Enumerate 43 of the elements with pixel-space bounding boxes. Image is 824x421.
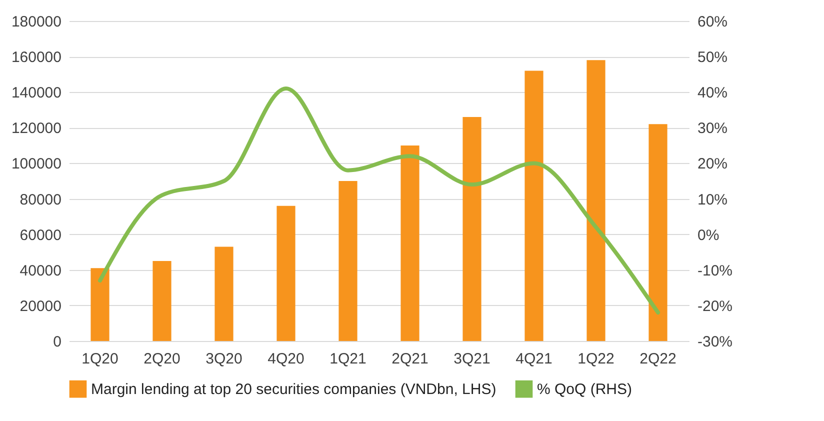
bar	[152, 261, 172, 341]
y2-tick-label: 40%	[698, 84, 728, 102]
x-tick-label: 4Q20	[268, 350, 304, 368]
x-tick-label: 1Q21	[330, 350, 366, 368]
line-series	[98, 86, 660, 315]
y2-tick-label: 10%	[698, 191, 728, 208]
y-tick-label: 40000	[20, 262, 62, 280]
legend-label: % QoQ (RHS)	[537, 381, 632, 398]
y2-tick-label: 50%	[698, 49, 728, 66]
y-tick-label: 0	[53, 334, 62, 350]
x-tick-label: 4Q21	[516, 350, 552, 368]
x-tick-label: 2Q20	[144, 350, 180, 368]
y-tick-label: 120000	[11, 120, 62, 138]
y2-tick-label: 30%	[698, 120, 728, 138]
y-tick-label: 180000	[11, 14, 62, 30]
y2-tick-label: 60%	[698, 14, 728, 30]
bar	[214, 246, 234, 341]
bar	[524, 70, 544, 341]
bar	[648, 124, 668, 341]
y-tick-label: 100000	[11, 156, 62, 173]
y2-tick-label: 0%	[698, 226, 720, 244]
y-tick-label: 140000	[11, 84, 62, 102]
x-tick-label: 2Q22	[640, 350, 676, 368]
bar	[586, 60, 606, 341]
bar	[90, 268, 110, 341]
x-tick-label: 3Q20	[206, 350, 242, 368]
x-tick-label: 1Q20	[82, 350, 118, 368]
y2-tick-label: -20%	[698, 298, 733, 315]
y-tick-label: 60000	[20, 226, 62, 244]
x-tick-label: 2Q21	[392, 350, 428, 368]
x-tick-label: 3Q21	[454, 350, 490, 368]
x-tick-label: 1Q22	[578, 350, 614, 368]
y-tick-label: 20000	[20, 298, 62, 315]
y2-tick-label: -30%	[698, 334, 733, 350]
bar	[338, 181, 358, 341]
legend-label: Margin lending at top 20 securities companies (VNDbn, LHS)	[91, 381, 496, 398]
y2-tick-label: 20%	[698, 156, 728, 173]
bar	[400, 145, 420, 341]
y2-tick-label: -10%	[698, 262, 733, 280]
bar	[462, 117, 482, 341]
y-tick-label: 80000	[20, 191, 62, 208]
y-tick-label: 160000	[11, 49, 62, 66]
bar	[276, 206, 296, 341]
